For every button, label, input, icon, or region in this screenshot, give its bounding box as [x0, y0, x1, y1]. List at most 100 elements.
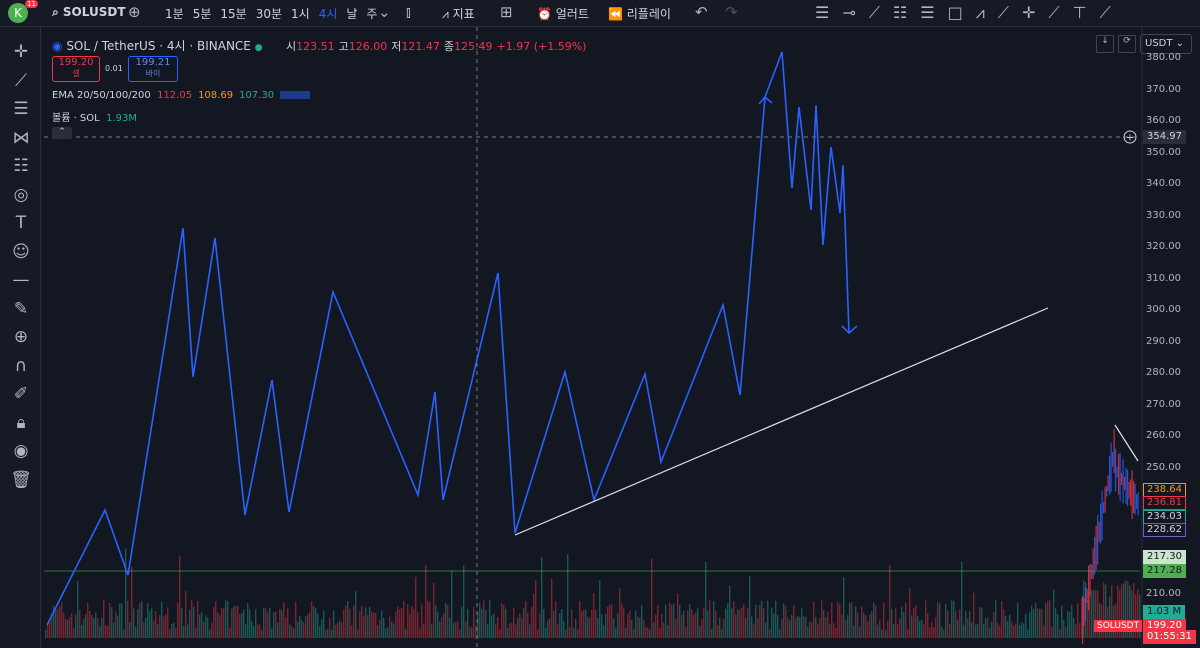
volume-bar	[211, 622, 213, 638]
volume-bar	[1043, 624, 1045, 638]
volume-bar	[921, 619, 923, 638]
volume-bar	[1005, 615, 1007, 638]
volume-bar	[253, 626, 255, 638]
more-intervals[interactable]: ⌄	[378, 3, 391, 21]
volume-bar	[563, 620, 565, 638]
fit[interactable]: ⟳	[1118, 35, 1136, 53]
volume-bar	[1035, 603, 1037, 638]
sell-button[interactable]: 199.20 셀	[52, 56, 100, 82]
collapse-legend[interactable]: ⌃	[52, 127, 72, 139]
volume-bar	[147, 603, 149, 638]
volume-bar	[923, 624, 925, 638]
volume-bar	[105, 625, 107, 638]
volume-bar	[1045, 602, 1047, 638]
candle	[1085, 586, 1087, 622]
candle	[1110, 442, 1112, 493]
volume-bar	[433, 582, 435, 638]
ohlc-label: 저	[391, 40, 402, 53]
volume-bar	[259, 624, 261, 638]
interval[interactable]: 4시	[318, 7, 338, 21]
volume-bar	[523, 607, 525, 638]
volume-bar	[97, 618, 99, 638]
volume-bar	[801, 608, 803, 638]
buy-button[interactable]: 199.21 바이	[128, 56, 178, 82]
volume-bar	[683, 610, 685, 638]
candle	[1131, 470, 1133, 520]
volume-bar	[1123, 583, 1125, 638]
legend-title-row: ◉ SOL / TetherUS · 4시 · BINANCE ●	[52, 39, 263, 53]
volume-bar	[399, 609, 401, 638]
candle	[1091, 564, 1093, 579]
undo[interactable]: ↶	[695, 3, 708, 21]
candle	[1086, 588, 1088, 604]
interval[interactable]: 30분	[255, 7, 282, 21]
volume-bar	[863, 612, 865, 638]
volume-bar	[493, 613, 495, 638]
volume-value: 1.93M	[106, 113, 137, 124]
candle	[1109, 456, 1111, 495]
volume-bar	[1013, 625, 1015, 638]
volume-bar	[657, 605, 659, 638]
volume-bar	[521, 617, 523, 638]
volume-bar	[967, 618, 969, 638]
volume-bar	[453, 622, 455, 638]
layouts[interactable]: ⊞	[500, 3, 513, 21]
interval[interactable]: 1분	[165, 7, 184, 21]
volume-bar	[1095, 589, 1097, 638]
drawing-tools[interactable]: ✛ ⟋ ☰ ⋈ ☷ ◎ T ☺ — ✎ ⊕ ∩ ✐ 🔒︎ ◉ 🗑︎	[10, 42, 32, 490]
volume-bar	[917, 616, 919, 638]
candle	[1124, 476, 1126, 491]
volume-bar	[1111, 585, 1113, 638]
volume-bar	[875, 605, 877, 638]
compare[interactable]: ⊕	[128, 3, 141, 21]
price-label: 354.97	[1143, 130, 1186, 144]
drawing-favorites[interactable]: ☰⊸⟋☷☰□⩘⟋✛⟋⊤⟋	[815, 3, 1124, 22]
volume-bar	[285, 617, 287, 638]
volume-bar	[529, 624, 531, 638]
volume-bar	[471, 627, 473, 638]
interval[interactable]: 15분	[220, 7, 247, 21]
volume-bar	[507, 628, 509, 638]
volume-bar	[847, 614, 849, 638]
volume-bar	[275, 611, 277, 638]
volume-bar	[329, 617, 331, 638]
volume-bar	[487, 624, 489, 638]
volume-bar	[1091, 590, 1093, 638]
volume-bar	[959, 609, 961, 638]
currency-select[interactable]: USDT ⌄	[1140, 34, 1192, 54]
volume-bar	[361, 605, 363, 638]
interval[interactable]: 날	[346, 7, 358, 21]
redo[interactable]: ↷	[725, 3, 738, 21]
volume-bar	[655, 614, 657, 638]
symbol-search[interactable]: ⌕ SOLUSDT	[52, 5, 126, 19]
volume-bar	[533, 593, 535, 638]
avatar[interactable]: K	[8, 3, 28, 23]
volume-bar	[877, 624, 879, 638]
volume-bar	[817, 623, 819, 638]
volume-bar	[455, 621, 457, 638]
price-label: 238.64	[1143, 483, 1186, 497]
volume-bar	[597, 617, 599, 638]
volume-bar	[791, 615, 793, 638]
volume-bar	[1089, 591, 1091, 638]
volume-bar	[279, 609, 281, 638]
chart-type[interactable]: ⫾	[406, 3, 411, 21]
interval[interactable]: 5분	[192, 7, 212, 21]
alert[interactable]: ⏰ 얼러트	[537, 7, 589, 21]
volume-bar	[531, 606, 533, 638]
interval[interactable]: 주	[366, 7, 378, 21]
replay[interactable]: ⏪ 리플레이	[608, 7, 671, 21]
buy-label: 바이	[145, 69, 161, 78]
add-alert[interactable]	[1123, 130, 1137, 144]
interval[interactable]: 1시	[291, 7, 310, 21]
volume-bar	[119, 603, 121, 638]
candle	[1089, 563, 1091, 596]
volume-bar	[737, 609, 739, 638]
scroll-down[interactable]: ↓	[1096, 35, 1114, 53]
volume-bar	[423, 623, 425, 638]
volume-bar	[281, 610, 283, 638]
volume-bar	[99, 626, 101, 638]
volume-bar	[751, 616, 753, 638]
volume-bar	[747, 607, 749, 638]
indicators[interactable]: ⩘ 지표	[442, 7, 475, 21]
